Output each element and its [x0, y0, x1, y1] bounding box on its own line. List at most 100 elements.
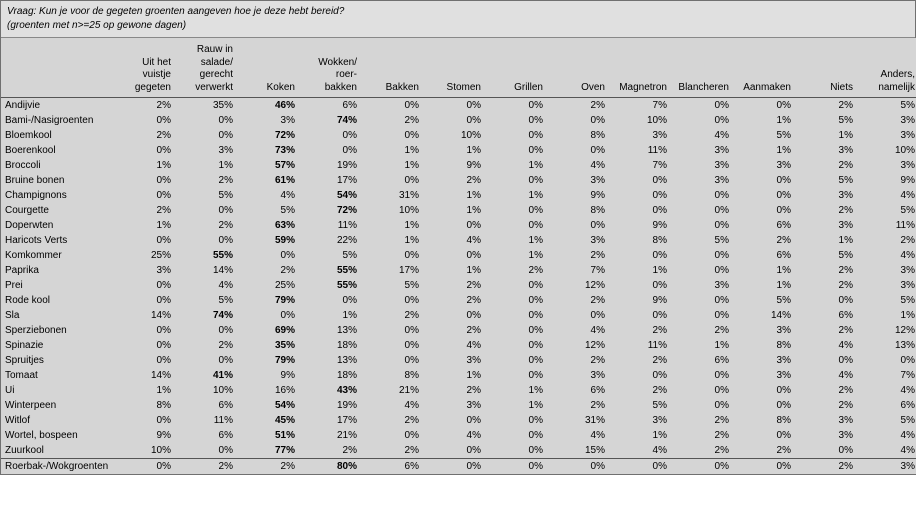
cell: 3%	[855, 113, 916, 128]
cell: 0%	[421, 443, 483, 459]
cell: 2%	[359, 443, 421, 459]
cell: 3%	[855, 128, 916, 143]
cell: 9%	[545, 188, 607, 203]
cell: 4%	[855, 428, 916, 443]
cell: 1%	[483, 383, 545, 398]
header-koken: Koken	[235, 38, 297, 98]
cell: 0%	[483, 428, 545, 443]
cell: 2%	[731, 443, 793, 459]
row-label: Witlof	[1, 413, 111, 428]
cell: 41%	[173, 368, 235, 383]
header-stomen: Stomen	[421, 38, 483, 98]
cell: 5%	[731, 128, 793, 143]
cell: 2%	[607, 383, 669, 398]
cell: 4%	[607, 443, 669, 459]
cell: 63%	[235, 218, 297, 233]
cell: 10%	[111, 443, 173, 459]
cell: 0%	[111, 323, 173, 338]
cell: 2%	[669, 413, 731, 428]
cell: 2%	[173, 338, 235, 353]
cell: 25%	[111, 248, 173, 263]
header-blank	[1, 38, 111, 98]
cell: 0%	[359, 173, 421, 188]
table-row: Tomaat14%41%9%18%8%1%0%3%0%0%3%4%7%	[1, 368, 916, 383]
cell: 4%	[545, 158, 607, 173]
cell: 8%	[111, 398, 173, 413]
cell: 0%	[669, 383, 731, 398]
cell: 2%	[173, 218, 235, 233]
cell: 54%	[297, 188, 359, 203]
cell: 0%	[483, 128, 545, 143]
cell: 55%	[297, 263, 359, 278]
cell: 5%	[855, 98, 916, 114]
cell: 4%	[421, 338, 483, 353]
cell: 0%	[359, 98, 421, 114]
cell: 0%	[545, 143, 607, 158]
cell: 2%	[359, 308, 421, 323]
cell: 5%	[297, 248, 359, 263]
cell: 25%	[235, 278, 297, 293]
cell: 1%	[483, 233, 545, 248]
row-label: Champignons	[1, 188, 111, 203]
cell: 12%	[855, 323, 916, 338]
cell: 0%	[855, 353, 916, 368]
cell: 0%	[111, 338, 173, 353]
cell: 79%	[235, 293, 297, 308]
cell: 2%	[607, 323, 669, 338]
cell: 10%	[359, 203, 421, 218]
cell: 5%	[173, 188, 235, 203]
cell: 2%	[793, 158, 855, 173]
cell: 9%	[607, 218, 669, 233]
cell: 3%	[793, 218, 855, 233]
table-row: Rode kool0%5%79%0%0%2%0%2%9%0%5%0%5%	[1, 293, 916, 308]
cell: 1%	[359, 218, 421, 233]
cell: 0%	[173, 203, 235, 218]
cell: 2%	[483, 263, 545, 278]
cell: 0%	[483, 173, 545, 188]
cell: 0%	[607, 173, 669, 188]
cell: 2%	[669, 443, 731, 459]
cell: 17%	[359, 263, 421, 278]
cell: 0%	[669, 263, 731, 278]
cell: 3%	[855, 459, 916, 475]
row-label: Sperziebonen	[1, 323, 111, 338]
cell: 2%	[421, 383, 483, 398]
cell: 1%	[297, 308, 359, 323]
cell: 54%	[235, 398, 297, 413]
cell: 0%	[173, 113, 235, 128]
cell: 2%	[173, 459, 235, 475]
cell: 3%	[793, 413, 855, 428]
cell: 13%	[297, 323, 359, 338]
cell: 77%	[235, 443, 297, 459]
cell: 2%	[111, 203, 173, 218]
header-wokken: Wokken/roer-bakken	[297, 38, 359, 98]
header-niets: Niets	[793, 38, 855, 98]
cell: 1%	[111, 158, 173, 173]
cell: 3%	[111, 263, 173, 278]
cell: 0%	[669, 293, 731, 308]
cell: 55%	[173, 248, 235, 263]
cell: 0%	[111, 459, 173, 475]
row-label: Haricots Verts	[1, 233, 111, 248]
table-row: Prei0%4%25%55%5%2%0%12%0%3%1%2%3%	[1, 278, 916, 293]
cell: 0%	[483, 293, 545, 308]
table-row: Wortel, bospeen9%6%51%21%0%4%0%4%1%2%0%3…	[1, 428, 916, 443]
cell: 1%	[731, 113, 793, 128]
cell: 59%	[235, 233, 297, 248]
cell: 0%	[607, 248, 669, 263]
table-row: Bruine bonen0%2%61%17%0%2%0%3%0%3%0%5%9%	[1, 173, 916, 188]
cell: 0%	[545, 308, 607, 323]
cell: 1%	[359, 158, 421, 173]
cell: 11%	[173, 413, 235, 428]
cell: 0%	[111, 413, 173, 428]
table-row: Roerbak-/Wokgroenten0%2%2%80%6%0%0%0%0%0…	[1, 459, 916, 475]
cell: 3%	[731, 158, 793, 173]
cell: 57%	[235, 158, 297, 173]
header-grillen: Grillen	[483, 38, 545, 98]
table-row: Andijvie2%35%46%6%0%0%0%2%7%0%0%2%5%	[1, 98, 916, 114]
cell: 31%	[545, 413, 607, 428]
cell: 19%	[297, 158, 359, 173]
cell: 4%	[669, 128, 731, 143]
cell: 3%	[855, 278, 916, 293]
cell: 18%	[297, 338, 359, 353]
